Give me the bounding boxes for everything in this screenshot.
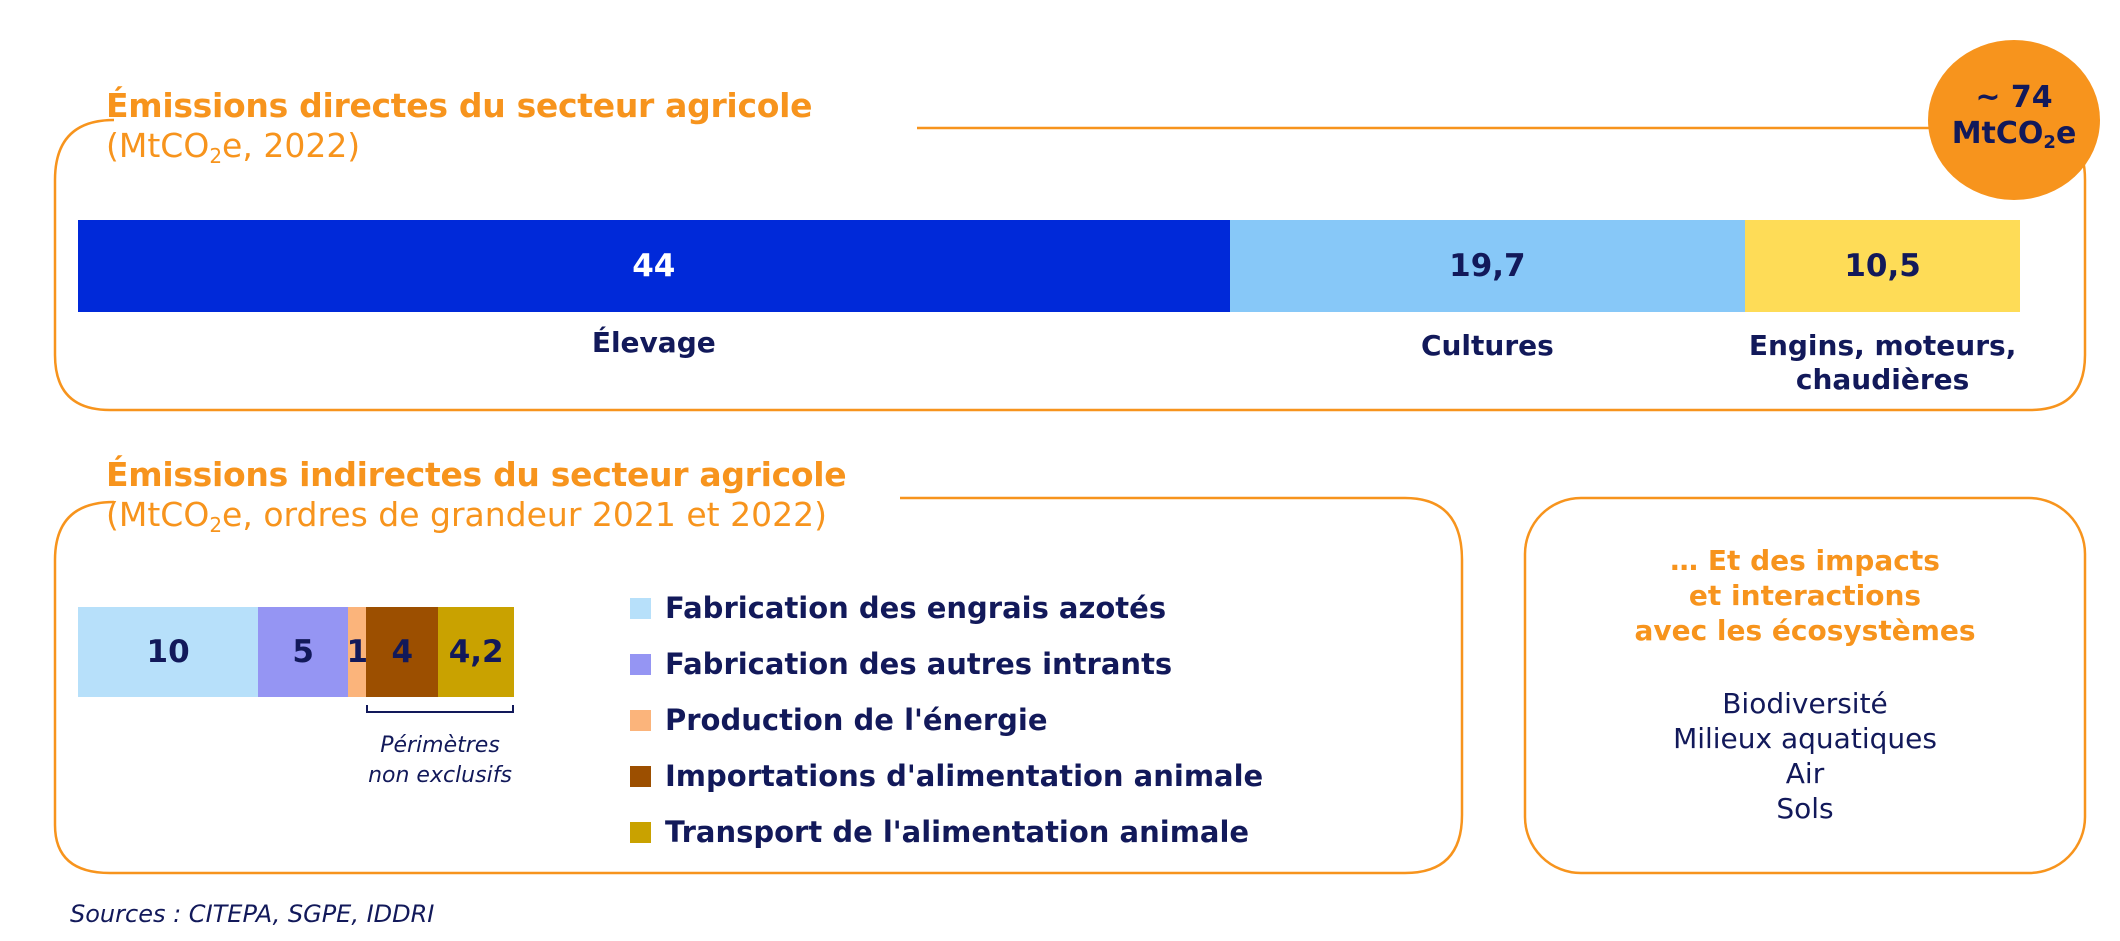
impact-item: Milieux aquatiques [1673,722,1937,755]
indirect-bar-segment-2: 1 [346,607,369,697]
legend-item: Transport de l'alimentation animale [630,804,1263,860]
impact-item: Air [1785,757,1825,790]
legend-label: Production de l'énergie [665,703,1048,737]
legend-item: Fabrication des engrais azotés [630,580,1263,636]
direct-bar-segment-0: 44 [78,220,1230,312]
indirect-bar-value-label-0: 10 [146,634,190,670]
indirect-bar-value-label-3: 4 [391,634,414,670]
indirect-subtitle: (MtCO2e, ordres de grandeur 2021 et 2022… [106,495,827,537]
legend-label: Transport de l'alimentation animale [665,815,1250,849]
indirect-bar-value-label-2: 1 [346,634,369,670]
indirect-frame [53,496,1464,875]
impact-item: Biodiversité [1722,687,1888,720]
impact-item: Sols [1776,792,1834,825]
direct-bar-segment-2: 10,5 [1745,220,2020,312]
direct-bar-value-label-2: 10,5 [1844,248,1921,284]
legend-item: Importations d'alimentation animale [630,748,1263,804]
perimeter-note: Périmètres non exclusifs [368,733,512,788]
direct-category-label-0: Élevage [591,326,716,359]
impacts-title: … Et des impacts et interactions avec le… [1634,544,1976,647]
impacts-list: Biodiversité Milieux aquatiques Air Sols [1530,686,2080,826]
indirect-bar-value-label-1: 5 [292,634,314,670]
legend-swatch [630,821,651,843]
direct-emissions-bar: 44 19,7 10,5 [78,220,2020,312]
indirect-bar-segment-1: 5 [258,607,349,697]
indirect-bar-value-label-4: 4,2 [448,634,504,670]
perimeter-bracket [366,705,514,713]
indirect-bar-segment-0: 10 [78,607,259,697]
direct-bar-segment-1: 19,7 [1229,220,1746,312]
legend-swatch [630,653,651,675]
total-badge: ~ 74 MtCO2e [1928,40,2100,200]
direct-subtitle: (MtCO2e, 2022) [106,126,361,168]
legend-item: Production de l'énergie [630,692,1263,748]
legend-swatch [630,597,651,619]
legend-label: Fabrication des autres intrants [665,647,1173,681]
direct-bar-value-label-0: 44 [632,248,676,284]
legend-item: Fabrication des autres intrants [630,636,1263,692]
direct-bar-value-label-1: 19,7 [1449,248,1526,284]
legend-swatch [630,709,651,731]
indirect-title: Émissions indirectes du secteur agricole [106,455,847,494]
impacts-frame [1523,496,2087,875]
indirect-bar-segment-4: 4,2 [438,607,514,697]
indirect-emissions-bar: 10 5 1 4 4,2 [78,607,514,697]
legend-swatch [630,765,651,787]
sources-note: Sources : CITEPA, SGPE, IDDRI [70,900,435,928]
direct-category-label-1: Cultures [1420,329,1554,362]
legend-label: Importations d'alimentation animale [665,759,1264,793]
indirect-legend: Fabrication des engrais azotés Fabricatio… [630,580,1263,860]
direct-category-label-2: Engins, moteurs, chaudières [1748,329,2017,396]
indirect-bar-segment-3: 4 [366,607,439,697]
legend-label: Fabrication des engrais azotés [665,591,1167,625]
direct-title: Émissions directes du secteur agricole [106,86,813,125]
